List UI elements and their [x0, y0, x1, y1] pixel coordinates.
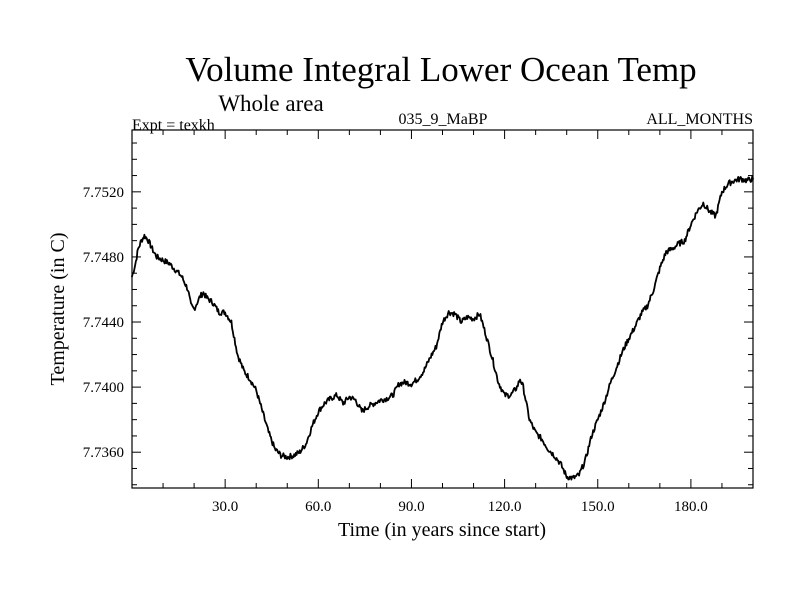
x-axis-label: Time (in years since start) — [338, 519, 546, 541]
y-tick-label: 7.7440 — [83, 315, 124, 331]
period-label: ALL_MONTHS — [646, 111, 753, 128]
chart-title: Volume Integral Lower Ocean Temp — [185, 50, 696, 89]
y-axis-ticks — [132, 142, 753, 486]
run-label: 035_9_MaBP — [399, 111, 488, 128]
x-tick-label: 150.0 — [581, 499, 615, 515]
x-tick-label: 180.0 — [674, 499, 708, 515]
y-axis-label: Temperature (in C) — [47, 233, 69, 386]
y-tick-label: 7.7400 — [83, 380, 124, 396]
y-tick-label: 7.7360 — [83, 445, 124, 461]
x-tick-label: 90.0 — [398, 499, 424, 515]
x-tick-label: 60.0 — [305, 499, 331, 515]
y-tick-label: 7.7520 — [83, 185, 124, 201]
x-axis-tick-labels: 30.0 60.0 90.0 120.0 150.0 180.0 — [212, 499, 708, 515]
x-axis-ticks — [162, 130, 723, 488]
experiment-label: Expt = texkh — [132, 117, 215, 134]
series-line — [131, 175, 754, 481]
chart-subtitle: Whole area — [218, 91, 323, 116]
x-tick-label: 30.0 — [212, 499, 238, 515]
x-tick-label: 120.0 — [488, 499, 522, 515]
plot-frame — [131, 129, 754, 489]
y-axis-tick-labels: 7.7360 7.7400 7.7440 7.7480 7.7520 — [83, 185, 124, 461]
y-tick-label: 7.7480 — [83, 250, 124, 266]
